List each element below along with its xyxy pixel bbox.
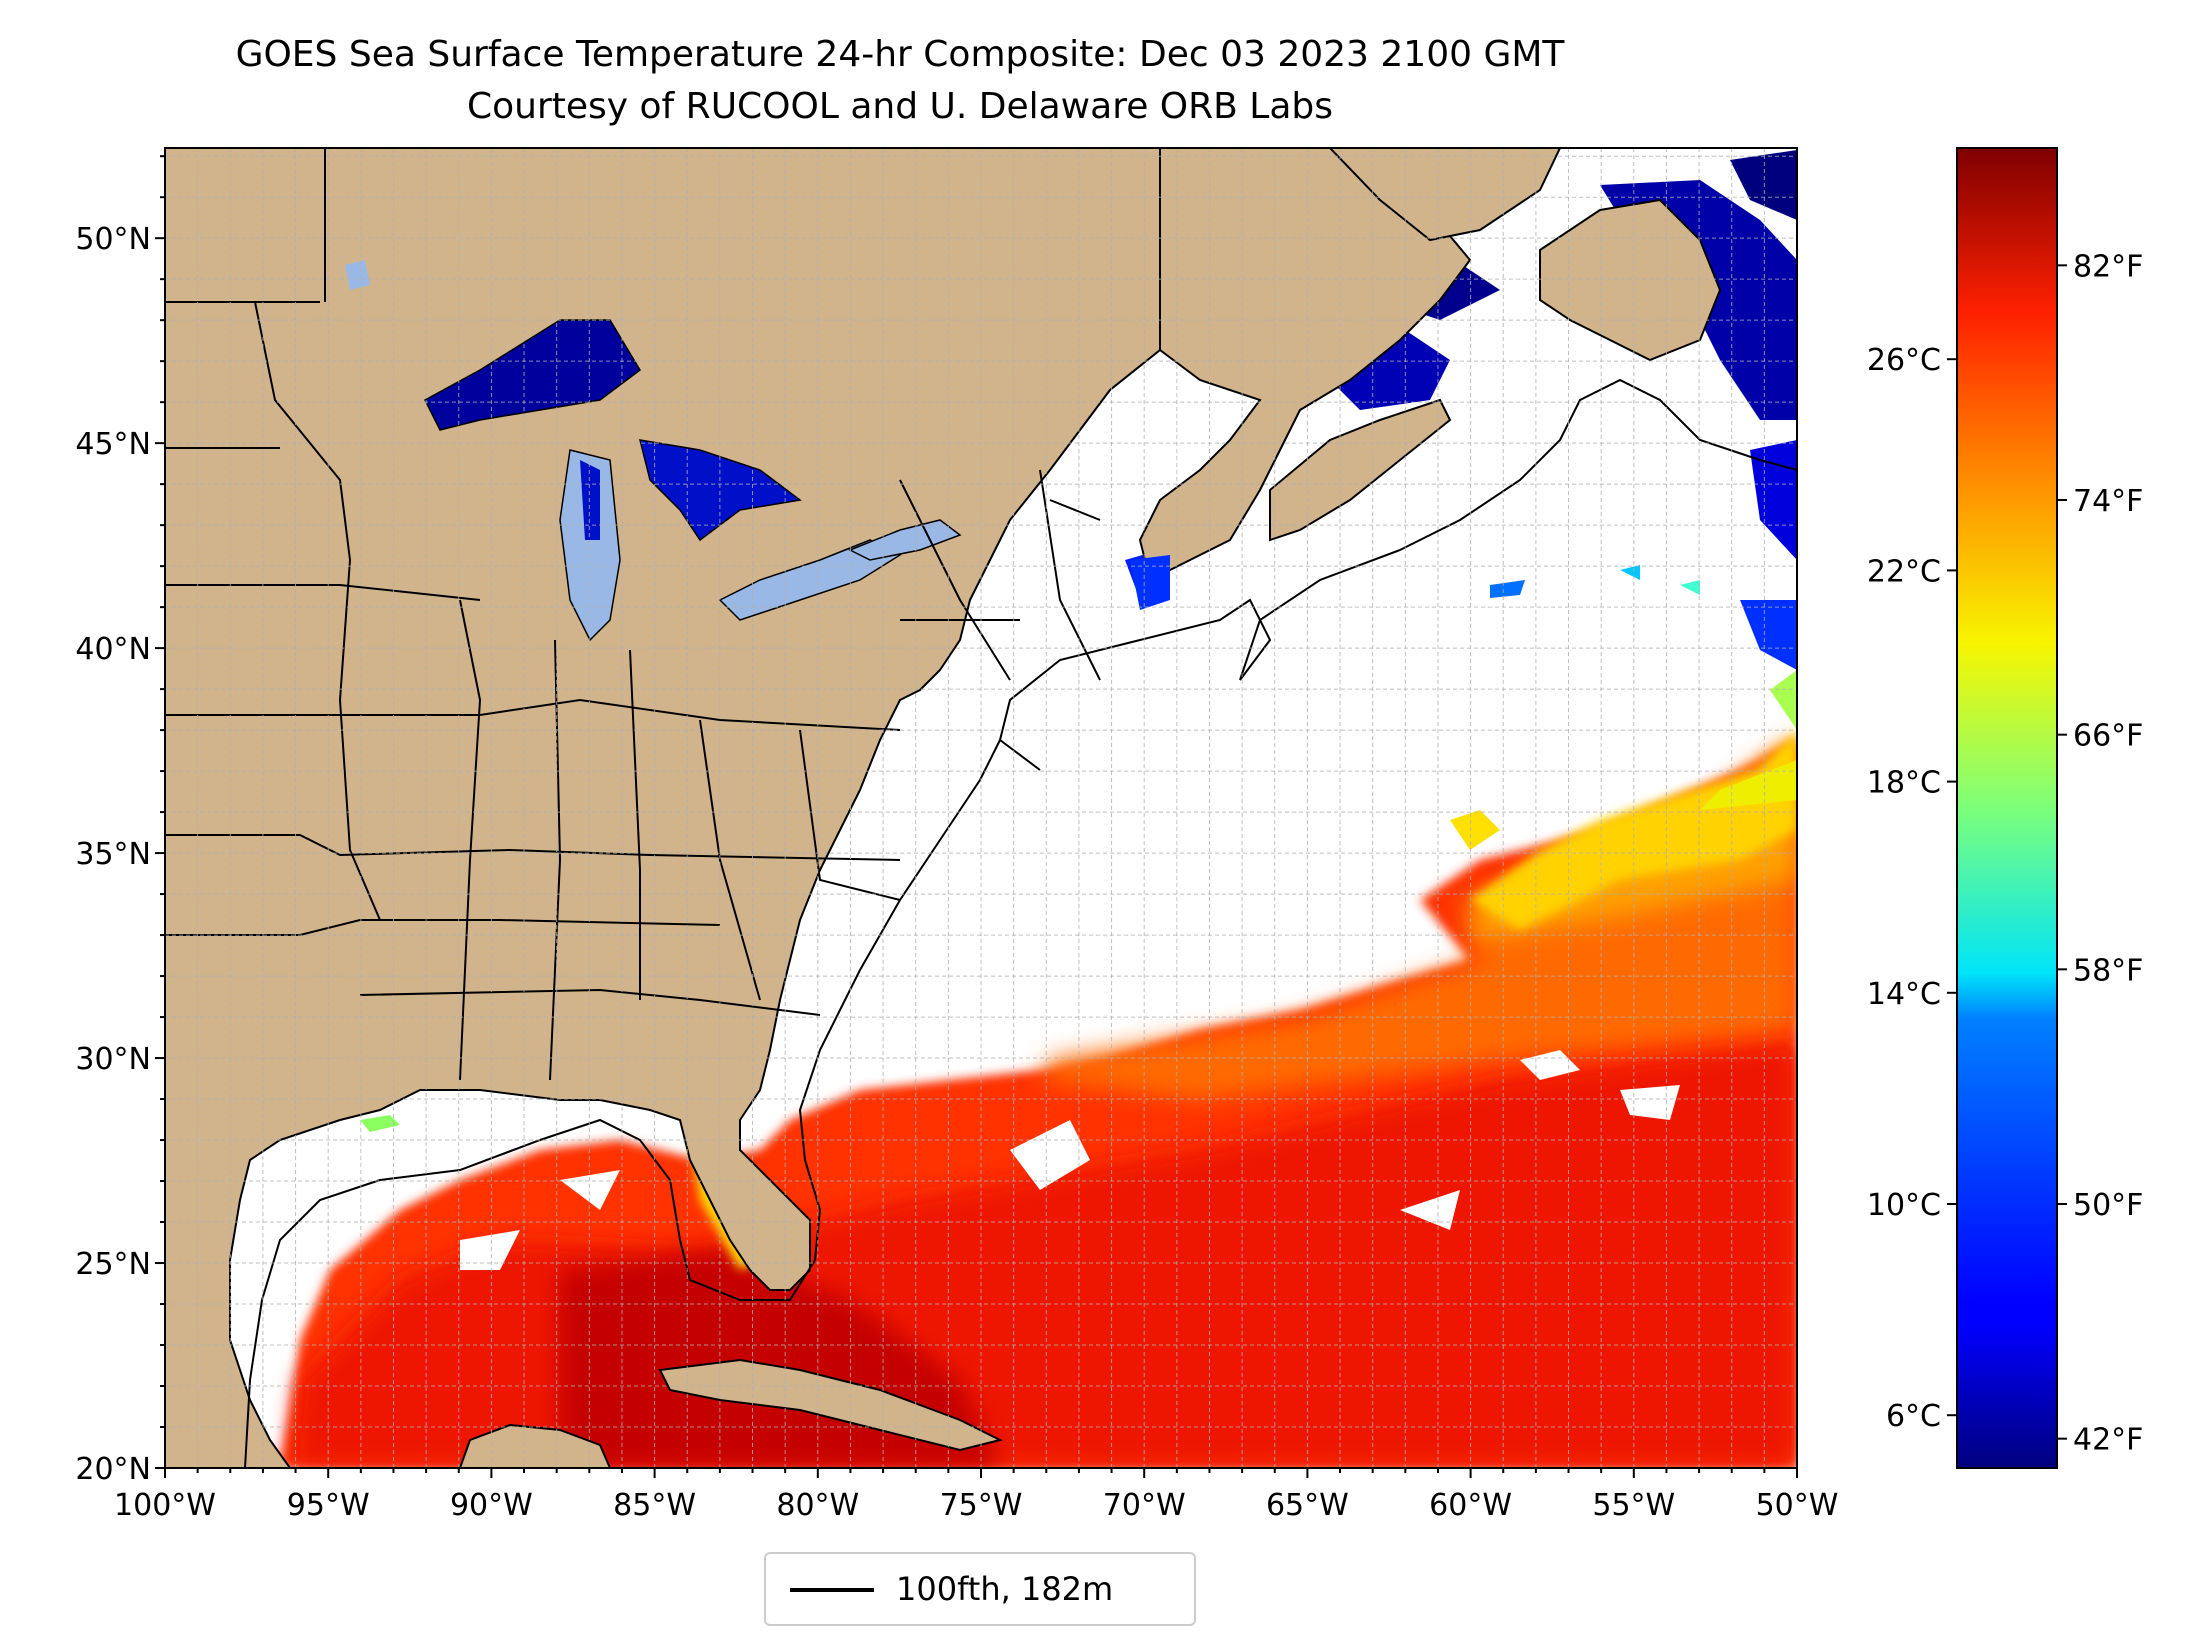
x-tick-label: 95°W [287, 1488, 370, 1523]
fahrenheit-tick-label: 58°F [2073, 953, 2143, 988]
map-subtitle: Courtesy of RUCOOL and U. Delaware ORB L… [466, 86, 1334, 127]
x-tick-label: 55°W [1592, 1488, 1675, 1523]
x-tick-label: 80°W [776, 1488, 859, 1523]
x-tick-label: 50°W [1756, 1488, 1839, 1523]
colorbar-ticks: 6°C 10°C 14°C 18°C 22°C 26°C 42°F 50°F 58°F 66°F 7… [1867, 249, 2144, 1457]
celsius-tick-label: 26°C [1867, 343, 1941, 378]
x-tick-label: 65°W [1266, 1488, 1349, 1523]
great-lakes [345, 260, 1170, 642]
x-tick-label: 90°W [450, 1488, 533, 1523]
x-tick-label: 85°W [613, 1488, 696, 1523]
y-tick-label: 30°N [75, 1042, 151, 1077]
y-tick-label: 35°N [75, 837, 151, 872]
lat-lon-grid [165, 148, 1797, 1468]
colorbar [1956, 147, 2058, 1469]
celsius-tick-label: 18°C [1867, 766, 1941, 801]
x-tick-label: 100°W [114, 1488, 216, 1523]
celsius-tick-label: 22°C [1867, 554, 1941, 589]
land-newfoundland [1539, 198, 1722, 362]
land-atlantic-canada [1138, 148, 1472, 582]
celsius-tick-label: 10°C [1867, 1188, 1941, 1223]
fahrenheit-tick-label: 82°F [2073, 249, 2143, 284]
x-tick-label: 60°W [1429, 1488, 1512, 1523]
y-tick-label: 20°N [75, 1452, 151, 1487]
fahrenheit-tick-label: 66°F [2073, 719, 2143, 754]
y-tick-label: 40°N [75, 632, 151, 667]
map-legend: 100fth, 182m [764, 1552, 1196, 1626]
x-tick-label: 70°W [1103, 1488, 1186, 1523]
map-title: GOES Sea Surface Temperature 24-hr Compo… [235, 34, 1565, 75]
isobath-100fth [244, 378, 1797, 1468]
land-labrador [1328, 148, 1562, 242]
land-yucatan [458, 1423, 612, 1468]
fahrenheit-tick-label: 42°F [2073, 1423, 2143, 1458]
map-axes: 100°W 95°W 90°W 85°W 80°W 75°W 70°W 65°W 60°W 55°… [75, 155, 1839, 1523]
legend-line-swatch [790, 1588, 874, 1592]
x-tick-label: 75°W [940, 1488, 1023, 1523]
legend-label: 100fth, 182m [896, 1570, 1114, 1608]
fahrenheit-tick-label: 50°F [2073, 1188, 2143, 1223]
celsius-tick-label: 6°C [1886, 1399, 1941, 1434]
celsius-tick-label: 14°C [1867, 977, 1941, 1012]
y-tick-label: 25°N [75, 1247, 151, 1282]
y-tick-label: 50°N [75, 222, 151, 257]
map-area [165, 148, 1797, 1468]
y-tick-label: 45°N [75, 427, 151, 462]
fahrenheit-tick-label: 74°F [2073, 484, 2143, 519]
